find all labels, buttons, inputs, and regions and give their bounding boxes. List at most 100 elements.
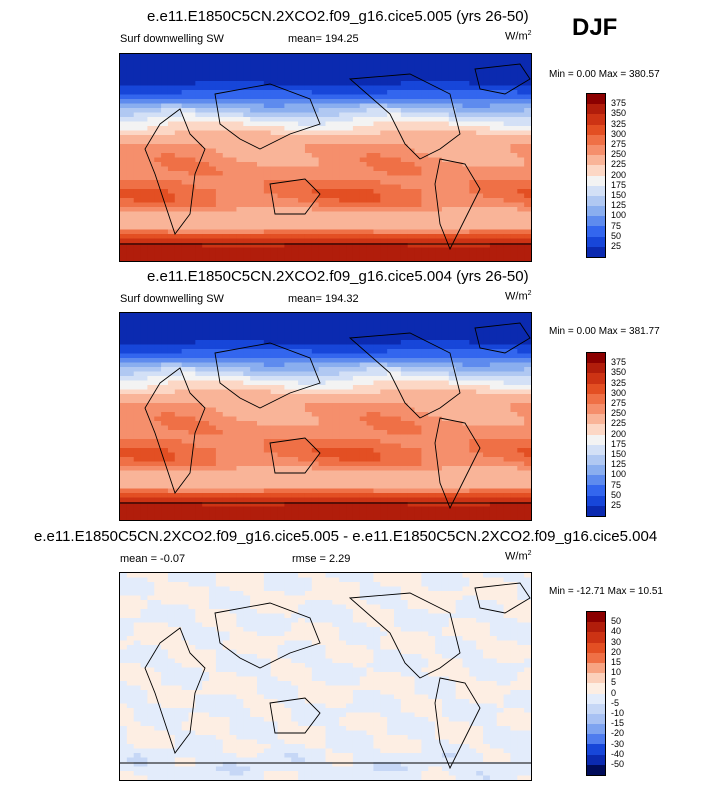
field-cell [140,407,148,413]
field-cell [120,112,128,118]
field-cell [298,430,306,436]
field-cell [229,461,238,467]
field-cell [387,407,395,413]
field-cell [229,121,238,127]
field-cell [311,67,320,73]
field-cell [414,166,422,172]
field-cell [133,198,142,204]
field-cell [291,412,299,418]
field-cell [120,108,128,114]
field-cell [359,153,368,159]
field-cell [277,184,285,190]
field-cell [325,407,333,413]
field-cell [524,153,531,159]
field-cell [284,157,292,163]
field-cell [120,425,128,431]
field-cell [140,398,148,404]
field-cell [503,389,512,395]
field-cell [421,171,429,177]
field-cell [154,403,162,409]
field-cell [339,470,347,476]
field-cell [455,162,464,168]
field-cell [120,139,128,145]
field-cell [140,353,148,359]
field-cell [243,457,251,463]
field-cell [270,403,279,409]
field-cell [332,171,340,177]
field-cell [489,394,498,400]
field-cell [421,326,429,332]
field-cell [400,193,409,199]
field-cell [161,94,169,100]
field-cell [325,63,333,69]
field-cell [188,475,196,481]
field-cell [161,175,169,181]
field-cell [462,349,470,355]
field-cell [455,425,464,431]
field-cell [311,367,320,373]
field-cell [441,139,450,145]
field-cell [250,189,258,195]
field-cell [373,335,381,341]
field-cell [346,340,354,346]
field-cell [428,229,436,235]
field-cell [503,144,512,150]
field-cell [339,243,347,249]
field-cell [373,313,381,319]
field-cell [332,380,340,386]
field-cell [133,461,142,467]
field-cell [311,362,320,368]
field-cell [325,234,333,240]
field-cell [147,340,155,346]
field-cell [154,189,162,195]
field-cell [284,171,292,177]
field-cell [311,452,320,458]
field-cell [257,247,265,253]
field-cell [167,470,176,476]
field-cell [373,238,381,244]
field-cell [332,135,340,141]
field-cell [277,403,285,409]
field-cell [524,371,531,377]
field-cell [120,180,128,186]
field-cell [181,457,190,463]
field-cell [311,175,320,181]
field-cell [174,322,183,328]
field-cell [161,103,169,109]
field-cell [154,139,162,145]
field-cell [250,448,258,454]
field-cell [517,461,525,467]
field-cell [441,353,450,359]
field-cell [462,317,470,323]
field-cell [209,362,217,368]
field-cell [503,412,512,418]
field-cell [339,135,347,141]
field-cell [517,157,525,163]
field-cell [366,225,375,231]
field-cell [229,243,238,249]
field-cell [394,461,402,467]
field-cell [359,362,368,368]
field-cell [270,317,279,323]
field-cell [318,466,327,472]
field-cell [209,121,217,127]
field-cell [400,148,409,154]
field-cell [174,117,183,123]
colorbar-swatch [587,134,605,145]
field-cell [421,421,429,427]
field-cell [352,457,361,463]
field-cell [154,54,162,60]
field-cell [332,157,340,163]
field-cell [215,430,224,436]
field-cell [195,243,203,249]
field-cell [476,362,484,368]
field-cell [489,85,498,91]
field-cell [304,216,313,222]
field-cell [277,198,285,204]
field-cell [174,421,183,427]
field-cell [400,63,409,69]
field-cell [133,175,142,181]
field-cell [202,466,210,472]
field-cell [524,331,531,337]
colorbar-swatch [587,206,605,217]
